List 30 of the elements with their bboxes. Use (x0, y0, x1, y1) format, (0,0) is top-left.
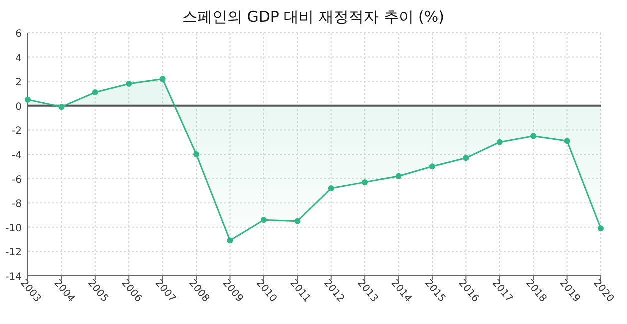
point (25, 96, 31, 103)
point (463, 155, 470, 162)
chart-title: 스페인의 GDP 대비 재정적자 추이 (%) (182, 8, 445, 26)
y-tick-label: -8 (12, 199, 22, 210)
point (496, 139, 503, 146)
y-tick-label: -4 (12, 150, 22, 162)
point (92, 90, 98, 96)
y-tick-label: -10 (6, 223, 22, 234)
point (126, 81, 132, 88)
y-tick-label: -14 (6, 272, 22, 283)
point (564, 138, 570, 144)
point (160, 76, 166, 82)
point (194, 152, 200, 158)
y-tick-label: 4 (16, 53, 22, 64)
y-tick-label: 0 (16, 102, 22, 113)
point (362, 179, 368, 186)
point (598, 226, 604, 232)
point (294, 218, 301, 224)
point (260, 217, 267, 224)
y-tick-label: -12 (6, 248, 22, 259)
y-tick-label: -6 (12, 174, 22, 186)
y-tick-label: 6 (16, 29, 22, 40)
point (328, 186, 334, 192)
y-tick-label: 2 (16, 78, 22, 89)
y-tick-label: -2 (12, 126, 22, 138)
point (396, 173, 402, 180)
point (58, 104, 65, 110)
point (530, 133, 537, 140)
point (227, 238, 234, 244)
point (429, 164, 436, 170)
